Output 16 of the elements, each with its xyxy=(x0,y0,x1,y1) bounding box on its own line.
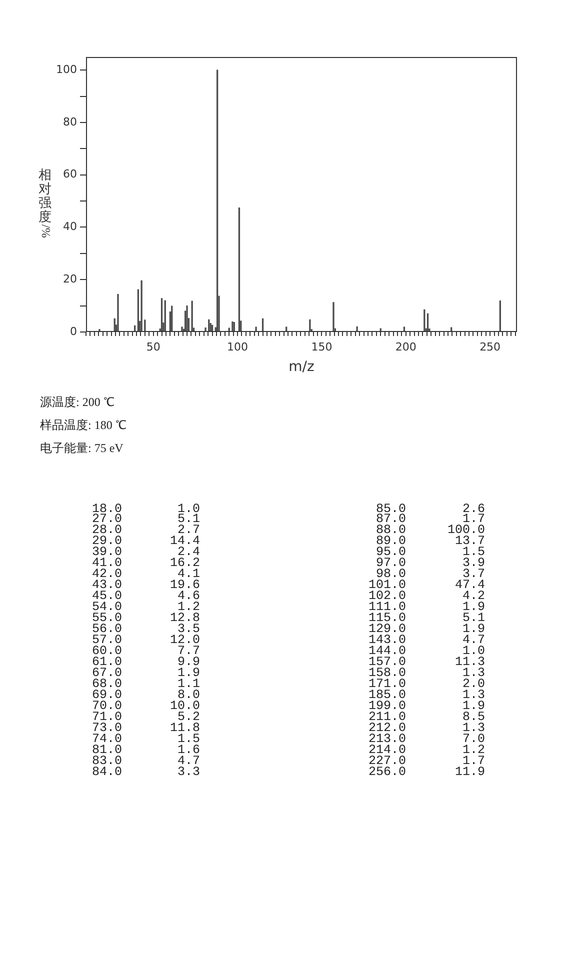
y-tick-label: 0 xyxy=(70,324,77,338)
x-tick-label: 50 xyxy=(146,340,160,354)
x-tick-label: 100 xyxy=(227,340,248,354)
x-axis-title: m/z xyxy=(288,359,314,376)
y-tick-label: 40 xyxy=(63,220,77,234)
y-tick-label: 80 xyxy=(63,115,77,128)
text: 电子能量: 75 eV xyxy=(40,440,124,456)
text: 样品温度: 180 ℃ xyxy=(40,416,126,433)
text: 源温度: 200 ℃ xyxy=(40,394,114,410)
y-tick-label: 60 xyxy=(63,168,77,181)
x-tick-label: 150 xyxy=(311,340,332,354)
x-tick-label: 200 xyxy=(395,340,416,354)
y-tick-label: 20 xyxy=(63,272,77,286)
y-axis-title: 相对强度/% xyxy=(38,167,54,238)
y-tick-label: 100 xyxy=(56,62,77,76)
x-tick-label: 250 xyxy=(480,340,501,354)
